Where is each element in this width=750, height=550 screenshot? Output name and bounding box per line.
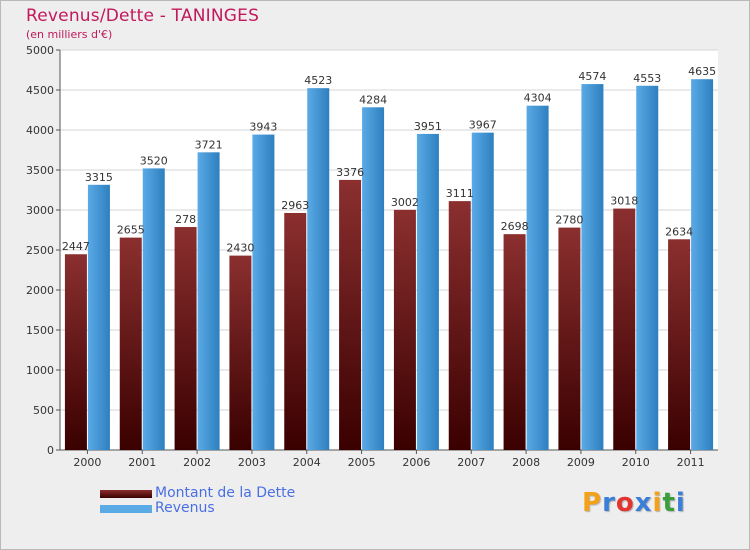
logo-letter: t <box>662 488 676 518</box>
y-tick-label: 1000 <box>26 364 54 377</box>
legend-label-debt: Montant de la Dette <box>155 485 296 501</box>
y-tick-label: 2500 <box>26 244 54 257</box>
bar-revenus-2010 <box>636 85 659 450</box>
x-tick-label-2007: 2007 <box>457 456 485 469</box>
bar-debt-2001 <box>119 237 142 450</box>
data-label-revenus-2007: 3967 <box>469 119 497 132</box>
bar-debt-2008 <box>503 234 526 450</box>
proxiti-logo: Proxiti <box>582 488 686 518</box>
x-tick-label-2005: 2005 <box>348 456 376 469</box>
bar-revenus-2006 <box>416 133 439 451</box>
bar-revenus-2000 <box>87 184 110 451</box>
y-tick-label: 0 <box>47 444 54 457</box>
y-tick-label: 4000 <box>26 124 54 137</box>
data-label-debt-2000: 2447 <box>62 240 90 253</box>
data-label-revenus-2011: 4635 <box>688 65 716 78</box>
data-label-revenus-2000: 3315 <box>85 171 113 184</box>
x-tick-label-2006: 2006 <box>402 456 430 469</box>
data-label-revenus-2008: 4304 <box>524 92 552 105</box>
data-label-revenus-2001: 3520 <box>140 154 168 167</box>
data-label-revenus-2005: 4284 <box>359 93 387 106</box>
x-tick-label-2004: 2004 <box>293 456 321 469</box>
y-tick-label: 4500 <box>26 84 54 97</box>
bar-revenus-2005 <box>362 107 385 450</box>
data-label-revenus-2004: 4523 <box>304 74 332 87</box>
logo-letter: r <box>602 488 616 518</box>
y-tick-label: 5000 <box>26 44 54 57</box>
x-tick-label-2000: 2000 <box>73 456 101 469</box>
x-tick-label-2001: 2001 <box>128 456 156 469</box>
bar-revenus-2011 <box>691 79 714 450</box>
legend-label-revenus: Revenus <box>155 500 215 516</box>
data-label-debt-2006: 3002 <box>391 196 419 209</box>
data-label-debt-2011: 2634 <box>665 225 693 238</box>
bar-revenus-2009 <box>581 84 604 450</box>
bar-debt-2003 <box>229 255 252 450</box>
data-label-revenus-2006: 3951 <box>414 120 442 133</box>
x-tick-label-2003: 2003 <box>238 456 266 469</box>
y-tick-label: 500 <box>33 404 54 417</box>
bar-revenus-2003 <box>252 134 275 450</box>
legend-swatch-debt <box>100 490 152 498</box>
bar-revenus-2002 <box>197 152 220 450</box>
data-label-debt-2005: 3376 <box>336 166 364 179</box>
data-label-debt-2008: 2698 <box>501 220 529 233</box>
y-tick-label: 2000 <box>26 284 54 297</box>
bar-revenus-2007 <box>471 132 494 450</box>
logo-letter: P <box>582 488 603 518</box>
bar-debt-2007 <box>448 201 471 450</box>
bar-debt-2004 <box>284 212 307 450</box>
y-tick-label: 3500 <box>26 164 54 177</box>
data-label-debt-2010: 3018 <box>610 195 638 208</box>
legend-swatch-revenus <box>100 505 152 513</box>
data-label-debt-2003: 2430 <box>226 242 254 255</box>
data-label-revenus-2003: 3943 <box>249 121 277 134</box>
bar-debt-2011 <box>668 239 691 450</box>
chart-subtitle: (en milliers d'€) <box>26 28 113 41</box>
bar-debt-2002 <box>174 227 197 450</box>
bar-debt-2006 <box>393 209 416 450</box>
data-label-debt-2002: 278 <box>175 213 196 226</box>
logo-letter: i <box>652 488 663 518</box>
data-label-debt-2009: 2780 <box>555 214 583 227</box>
logo-letter: i <box>675 488 686 518</box>
data-label-revenus-2002: 3721 <box>195 138 223 151</box>
bar-debt-2010 <box>613 208 636 450</box>
bar-debt-2000 <box>64 254 87 450</box>
data-label-debt-2004: 2963 <box>281 199 309 212</box>
y-tick-label: 3000 <box>26 204 54 217</box>
bar-revenus-2004 <box>307 88 330 450</box>
bar-debt-2009 <box>558 227 581 450</box>
x-tick-label-2011: 2011 <box>677 456 705 469</box>
y-tick-label: 1500 <box>26 324 54 337</box>
data-label-revenus-2009: 4574 <box>578 70 606 83</box>
x-tick-label-2009: 2009 <box>567 456 595 469</box>
bar-revenus-2001 <box>142 168 165 450</box>
bar-debt-2005 <box>339 179 362 451</box>
logo-letter: x <box>634 488 653 518</box>
x-tick-label-2010: 2010 <box>622 456 650 469</box>
data-label-revenus-2010: 4553 <box>633 72 661 85</box>
x-tick-label-2008: 2008 <box>512 456 540 469</box>
x-tick-label-2002: 2002 <box>183 456 211 469</box>
chart-title: Revenus/Dette - TANINGES <box>26 6 260 26</box>
data-label-debt-2001: 2655 <box>117 224 145 237</box>
data-label-debt-2007: 3111 <box>446 187 474 200</box>
logo-letter: o <box>615 488 635 518</box>
bar-revenus-2008 <box>526 105 549 451</box>
